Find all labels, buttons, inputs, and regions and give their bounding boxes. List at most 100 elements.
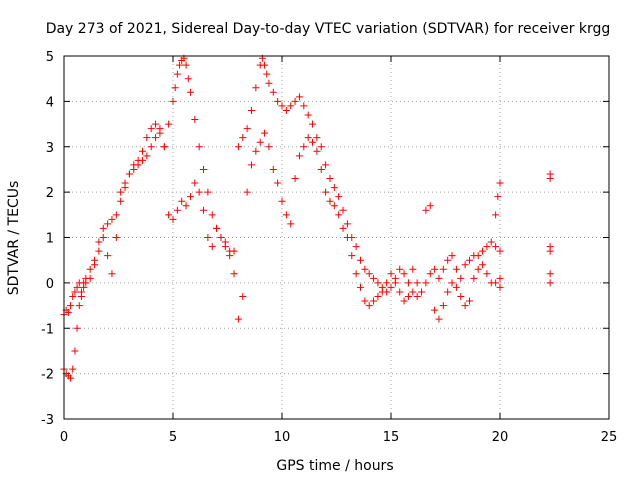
data-point: [243, 188, 251, 196]
data-point: [361, 297, 369, 305]
data-point: [176, 61, 184, 69]
data-point: [335, 211, 343, 219]
data-point: [182, 202, 190, 210]
data-point: [492, 211, 500, 219]
data-point: [304, 111, 312, 119]
data-point: [138, 147, 146, 155]
data-point: [309, 138, 317, 146]
data-point: [439, 265, 447, 273]
data-point: [470, 274, 478, 282]
y-tick-label: -2: [41, 368, 54, 383]
data-point: [370, 297, 378, 305]
data-point: [200, 165, 208, 173]
data-point: [479, 261, 487, 269]
data-point: [352, 270, 360, 278]
data-point: [400, 270, 408, 278]
data-point: [274, 97, 282, 105]
data-point: [352, 243, 360, 251]
data-point: [186, 193, 194, 201]
data-point: [108, 215, 116, 223]
data-point: [173, 206, 181, 214]
data-point: [487, 238, 495, 246]
data-point: [422, 279, 430, 287]
data-point: [378, 288, 386, 296]
y-tick-label: 3: [46, 141, 54, 156]
data-point: [383, 279, 391, 287]
data-point: [182, 61, 190, 69]
data-point: [426, 270, 434, 278]
data-point: [356, 283, 364, 291]
data-point: [457, 274, 465, 282]
data-point: [165, 211, 173, 219]
data-point: [326, 197, 334, 205]
data-point: [418, 288, 426, 296]
data-point: [200, 206, 208, 214]
x-axis-label: GPS time / hours: [276, 458, 393, 474]
data-point: [339, 224, 347, 232]
data-point: [256, 138, 264, 146]
data-point: [448, 279, 456, 287]
data-point: [204, 234, 212, 241]
data-point: [173, 70, 181, 78]
data-point: [117, 188, 125, 196]
data-point: [322, 161, 330, 169]
data-point: [374, 279, 382, 287]
data-point: [444, 288, 452, 296]
data-point: [465, 297, 473, 305]
data-point: [99, 234, 107, 241]
data-point: [221, 238, 229, 246]
data-point: [483, 243, 491, 251]
data-point: [64, 308, 72, 316]
data-point: [291, 175, 299, 183]
data-point: [191, 116, 199, 124]
data-point: [156, 129, 164, 137]
data-point: [71, 288, 79, 296]
data-point: [80, 283, 88, 291]
data-point: [479, 247, 487, 255]
data-point: [465, 256, 473, 264]
data-point: [261, 129, 269, 137]
data-point: [69, 292, 77, 300]
data-point: [461, 302, 469, 310]
data-point: [134, 161, 142, 169]
data-point: [86, 274, 94, 282]
data-point: [356, 256, 364, 264]
data-point: [82, 279, 90, 287]
data-point: [160, 143, 168, 151]
data-point: [295, 152, 303, 160]
x-tick-label: 0: [60, 430, 68, 445]
data-point: [317, 143, 325, 151]
data-point: [439, 302, 447, 310]
data-point: [492, 279, 500, 287]
data-point: [413, 292, 421, 300]
data-point: [313, 147, 321, 155]
data-point: [143, 152, 151, 160]
data-point: [546, 279, 554, 287]
data-point: [287, 102, 295, 110]
y-tick-label: 5: [46, 50, 54, 65]
data-point: [361, 265, 369, 273]
data-point: [435, 274, 443, 282]
data-point: [457, 292, 465, 300]
data-point: [208, 243, 216, 251]
data-point: [278, 102, 286, 110]
data-point: [69, 365, 77, 373]
data-point: [343, 234, 351, 241]
data-point: [265, 143, 273, 151]
data-point: [112, 211, 120, 219]
data-point: [431, 306, 439, 314]
data-point: [195, 188, 203, 196]
data-point: [178, 197, 186, 205]
data-point: [496, 283, 504, 291]
data-point: [130, 165, 138, 173]
data-point: [121, 184, 129, 192]
data-point: [309, 120, 317, 128]
data-point: [492, 243, 500, 251]
data-point: [95, 247, 103, 255]
data-point: [287, 220, 295, 228]
data-point: [413, 279, 421, 287]
data-point: [335, 193, 343, 201]
data-point: [494, 193, 502, 201]
data-point: [339, 206, 347, 214]
x-tick-label: 15: [383, 430, 400, 445]
